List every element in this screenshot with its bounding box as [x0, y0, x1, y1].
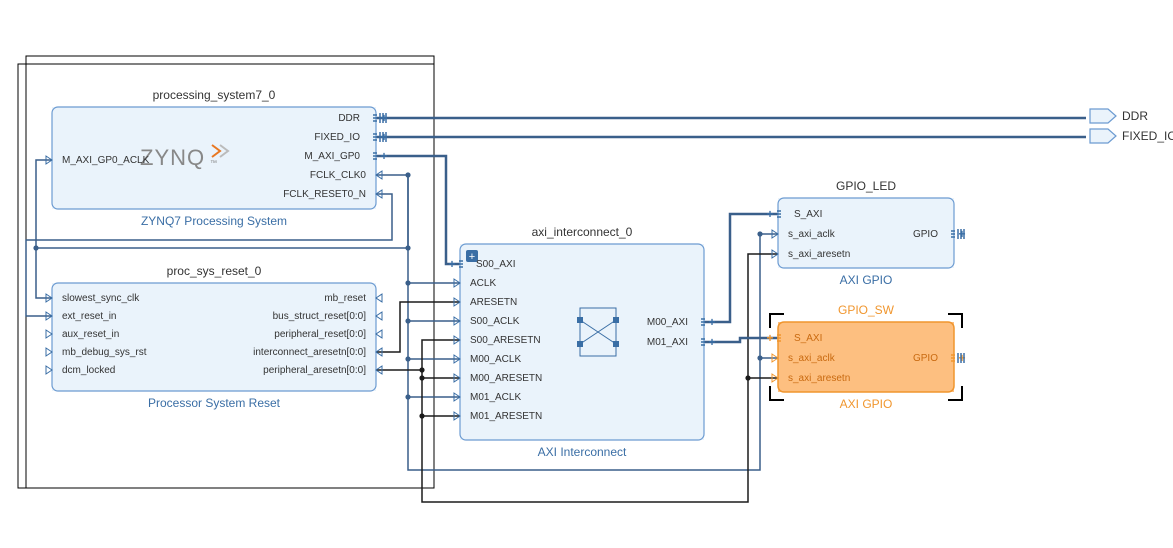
block-title: GPIO_SW	[838, 303, 895, 317]
port-marker	[46, 348, 52, 356]
port-label: M_AXI_GP0	[304, 151, 360, 162]
zynq-logo-tm: ™	[210, 160, 217, 167]
port-label: s_axi_aclk	[788, 229, 836, 240]
port-label: FIXED_IO	[314, 132, 360, 143]
net-junction	[745, 375, 750, 380]
port-label: slowest_sync_clk	[62, 293, 140, 304]
port-label: S00_AXI	[476, 259, 515, 270]
svg-text:+: +	[766, 207, 773, 221]
ip-block-gpio_sw[interactable]: GPIO_SW AXI GPIO + S_AXI s_axi_aclk s_axi_are…	[766, 303, 965, 411]
port-label: ACLK	[470, 278, 496, 289]
port-label: mb_reset	[324, 293, 366, 304]
port-label: DDR	[338, 113, 360, 124]
port-label: GPIO	[913, 229, 938, 240]
port-label: M01_ACLK	[470, 392, 521, 403]
block-subtitle: AXI Interconnect	[538, 445, 627, 459]
port-marker	[376, 330, 382, 338]
bd-canvas[interactable]: processing_system7_0 ZYNQ7 Processing Sys…	[0, 0, 1173, 548]
svg-text:+: +	[448, 257, 455, 271]
port-marker	[46, 330, 52, 338]
net-junction	[405, 394, 410, 399]
external-port-label: DDR	[1122, 109, 1148, 123]
net-junction	[405, 356, 410, 361]
net-junction	[419, 375, 424, 380]
port-label: bus_struct_reset[0:0]	[273, 311, 367, 322]
port-label: S00_ARESETN	[470, 335, 541, 346]
block-subtitle: AXI GPIO	[840, 273, 893, 287]
port-label: M00_ACLK	[470, 354, 521, 365]
net-junction	[405, 245, 410, 250]
svg-text:+: +	[469, 251, 475, 263]
port-label: s_axi_aresetn	[788, 249, 850, 260]
port-label: M00_AXI	[647, 317, 688, 328]
port-label: S_AXI	[794, 209, 822, 220]
external-port-ddr[interactable]: DDR	[1090, 109, 1148, 123]
net-wire	[704, 214, 778, 322]
net-junction	[405, 280, 410, 285]
net-junction	[757, 355, 762, 360]
port-label: peripheral_aresetn[0:0]	[263, 365, 366, 376]
port-label: M_AXI_GP0_ACLK	[62, 155, 150, 166]
external-port-label: FIXED_IO	[1122, 129, 1173, 143]
port-label: peripheral_reset[0:0]	[274, 329, 366, 340]
port-label: GPIO	[913, 353, 938, 364]
block-title: axi_interconnect_0	[532, 225, 633, 239]
port-label: M00_ARESETN	[470, 373, 542, 384]
ip-block-ic[interactable]: axi_interconnect_0AXI Interconnect++S00_…	[448, 225, 715, 459]
ip-block-gpio_led[interactable]: GPIO_LED AXI GPIO + S_AXI s_axi_aclk s_axi_ar…	[766, 179, 965, 287]
block-title: proc_sys_reset_0	[167, 264, 262, 278]
block-title: processing_system7_0	[153, 88, 276, 102]
net-junction	[405, 318, 410, 323]
port-label: S_AXI	[794, 333, 822, 344]
port-label: FCLK_RESET0_N	[283, 189, 366, 200]
svg-text:+: +	[708, 315, 715, 329]
ip-block-rst[interactable]: proc_sys_reset_0 Processor System Reset sl…	[46, 264, 382, 410]
port-label: ext_reset_in	[62, 311, 116, 322]
port-label: s_axi_aclk	[788, 353, 836, 364]
zynq-logo: ZYNQ	[140, 145, 205, 170]
port-marker	[376, 294, 382, 302]
block-subtitle: Processor System Reset	[148, 396, 281, 410]
block-subtitle: ZYNQ7 Processing System	[141, 214, 287, 228]
port-marker	[376, 312, 382, 320]
port-label: ARESETN	[470, 297, 517, 308]
port-label: FCLK_CLK0	[310, 170, 367, 181]
net-wire	[376, 302, 460, 352]
block-title: GPIO_LED	[836, 179, 896, 193]
port-label: dcm_locked	[62, 365, 115, 376]
svg-text:+: +	[380, 149, 387, 163]
net-junction	[419, 367, 424, 372]
net-junction	[419, 413, 424, 418]
port-label: M01_AXI	[647, 337, 688, 348]
port-label: s_axi_aresetn	[788, 373, 850, 384]
block-subtitle: AXI GPIO	[840, 397, 893, 411]
port-label: aux_reset_in	[62, 329, 119, 340]
port-label: mb_debug_sys_rst	[62, 347, 147, 358]
net-junction	[33, 245, 38, 250]
port-label: interconnect_aresetn[0:0]	[253, 347, 366, 358]
net-junction	[405, 172, 410, 177]
svg-text:+: +	[766, 331, 773, 345]
net-wire	[36, 248, 52, 298]
external-port-fixed_io[interactable]: FIXED_IO	[1090, 129, 1173, 143]
ip-block-ps7[interactable]: processing_system7_0 ZYNQ7 Processing Sys…	[46, 88, 388, 228]
svg-text:+: +	[708, 335, 715, 349]
net-junction	[757, 231, 762, 236]
port-label: S00_ACLK	[470, 316, 520, 327]
port-marker	[46, 366, 52, 374]
port-label: M01_ARESETN	[470, 411, 542, 422]
